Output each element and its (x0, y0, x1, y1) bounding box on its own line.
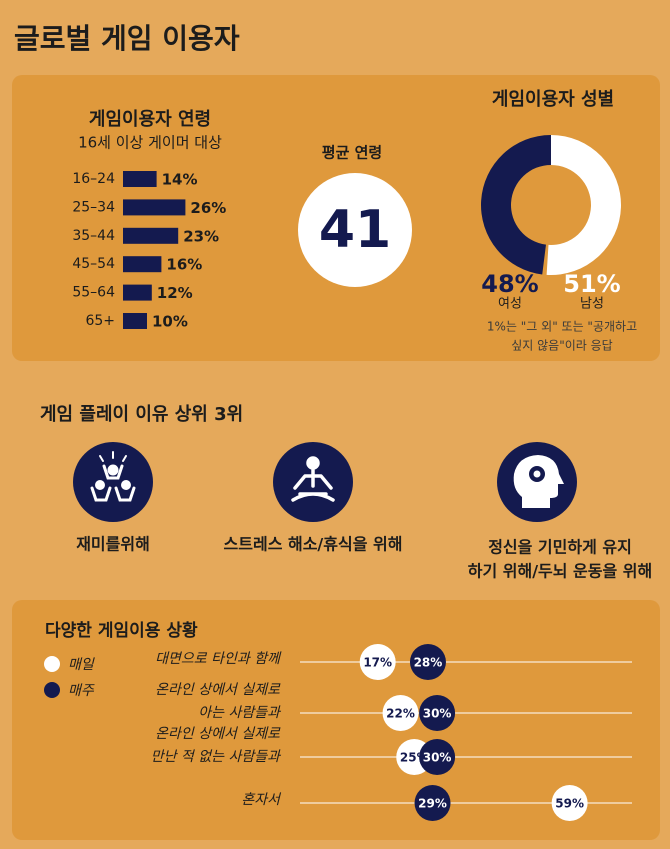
age-bar (123, 171, 157, 187)
dot-label: 30% (423, 751, 452, 765)
reason-label: 스트레스 해소/휴식을 위해 (224, 535, 403, 554)
age-bar (123, 256, 162, 273)
legend-marker (44, 682, 60, 698)
value-dot (419, 739, 456, 775)
age-category: 65+ (85, 313, 115, 329)
legend-label: 매일 (68, 657, 95, 673)
gender-value: 51% (563, 270, 620, 298)
age-category: 55–64 (72, 285, 115, 301)
age-category: 35–44 (72, 228, 115, 244)
average-circle (298, 173, 412, 287)
dot-label: 30% (423, 707, 452, 721)
age-value-label: 16% (166, 256, 202, 274)
panel (12, 600, 660, 840)
age-category: 25–34 (72, 199, 115, 215)
value-dot (382, 695, 419, 731)
donut-slice (546, 135, 621, 275)
age-value-label: 10% (152, 313, 188, 331)
icon-fun (73, 442, 153, 522)
value-dot (409, 644, 446, 680)
dot-label: 28% (414, 656, 443, 670)
icon-mind (497, 442, 577, 522)
dot-label: 17% (363, 656, 392, 670)
legend-marker (44, 656, 60, 672)
reason-label: 재미를위해 (76, 535, 150, 554)
age-category: 16–24 (72, 171, 115, 187)
age-bar (123, 227, 179, 244)
value-dot (359, 644, 396, 680)
reason-label: 정신을 기민하게 유지 (488, 538, 632, 557)
icon-relax (273, 442, 353, 522)
dot-label: 22% (386, 707, 415, 721)
situation-label: 온라인 상에서 실제로 (155, 682, 281, 698)
situation-label: 혼자서 (241, 792, 282, 808)
dot-label: 29% (418, 797, 447, 811)
value-dot (551, 785, 588, 821)
age-value-label: 23% (183, 227, 219, 245)
situations-title: 다양한 게임이용 상황 (45, 620, 198, 641)
gender-value: 48% (481, 270, 538, 298)
age-value-label: 12% (157, 284, 193, 302)
gender-name: 여성 (498, 297, 522, 312)
age-category: 45–54 (72, 256, 115, 272)
age-bar (123, 313, 147, 329)
age-title: 게임이용자 연령 (89, 109, 211, 130)
average-title: 평균 연령 (322, 144, 382, 162)
gender-note: 1%는 "그 외" 또는 "공개하고 (487, 320, 637, 334)
gender-title: 게임이용자 성별 (492, 89, 614, 110)
situation-label: 만난 적 없는 사람들과 (151, 749, 281, 765)
age-subtitle: 16세 이상 게이머 대상 (78, 134, 222, 152)
reason-label: 하기 위해/두뇌 운동을 위해 (468, 562, 652, 581)
value-dot (414, 785, 451, 821)
legend-label: 매주 (68, 683, 95, 699)
average-value: 41 (319, 200, 391, 260)
gender-note: 싶지 않음"이라 응답 (511, 339, 612, 353)
dot-label: 59% (555, 797, 584, 811)
reasons-title: 게임 플레이 이유 상위 3위 (40, 404, 243, 425)
age-bar (123, 199, 186, 216)
value-dot (419, 695, 456, 731)
situation-label: 아는 사람들과 (198, 705, 281, 721)
age-value-label: 14% (162, 171, 198, 189)
gender-name: 남성 (580, 297, 604, 312)
page-title: 글로벌 게임 이용자 (14, 22, 240, 55)
age-value-label: 26% (190, 199, 226, 217)
age-bar (123, 284, 152, 301)
situation-label: 대면으로 타인과 함께 (155, 651, 282, 667)
donut-slice (480, 135, 551, 275)
situation-label: 온라인 상에서 실제로 (155, 726, 281, 742)
